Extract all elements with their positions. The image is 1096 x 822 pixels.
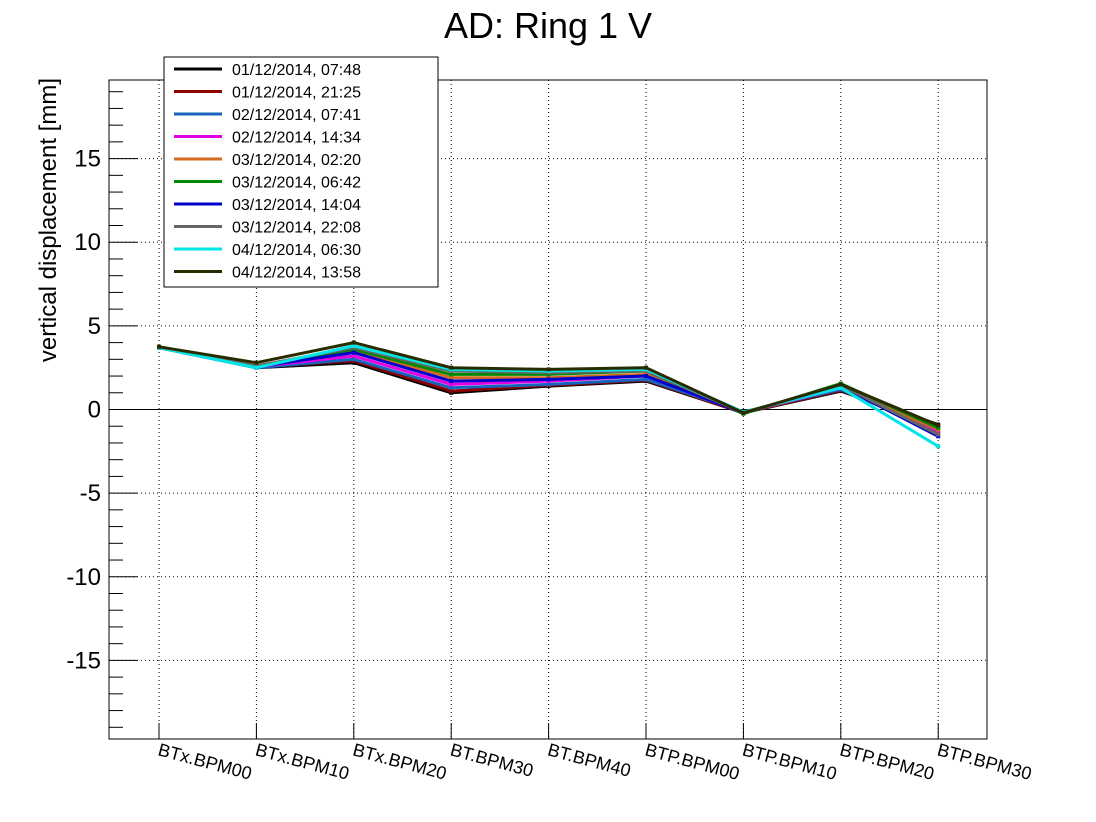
legend-label: 01/12/2014, 07:48 xyxy=(232,62,361,79)
data-point xyxy=(449,389,454,394)
legend-label: 03/12/2014, 06:42 xyxy=(232,175,361,192)
legend-label: 03/12/2014, 22:08 xyxy=(232,220,361,237)
x-tick-label: BTx.BPM10 xyxy=(253,740,351,784)
y-tick-label: -15 xyxy=(66,647,101,674)
y-tick-label: 0 xyxy=(88,397,101,424)
legend-label: 04/12/2014, 06:30 xyxy=(232,242,361,259)
data-point xyxy=(449,382,454,387)
data-point xyxy=(644,377,648,382)
data-point xyxy=(254,365,259,370)
data-point xyxy=(936,423,941,428)
legend-box xyxy=(163,56,439,288)
data-point xyxy=(351,357,356,362)
x-tick-label: BTP.BPM30 xyxy=(935,740,1034,784)
data-point xyxy=(644,374,648,379)
data-point xyxy=(157,344,161,349)
data-point xyxy=(449,385,454,390)
data-point xyxy=(936,444,941,449)
legend: 01/12/2014, 07:48 01/12/2014, 21:25 02/12/… xyxy=(163,56,439,288)
data-point xyxy=(449,365,454,370)
x-tick-label: BTP.BPM00 xyxy=(643,740,742,784)
x-tick-label: BTP.BPM20 xyxy=(838,740,937,784)
x-tick-label: BTx.BPM00 xyxy=(156,740,254,784)
legend-label: 02/12/2014, 07:41 xyxy=(232,107,361,124)
legend-label: 01/12/2014, 21:25 xyxy=(232,85,361,102)
data-point xyxy=(546,382,551,387)
data-point xyxy=(351,353,356,358)
chart-title: AD: Ring 1 V xyxy=(444,5,652,46)
x-tick-label: BT.BPM30 xyxy=(448,740,535,781)
legend-label: 03/12/2014, 14:04 xyxy=(232,197,361,214)
y-tick-label: 10 xyxy=(74,229,101,256)
x-tick-label: BTP.BPM10 xyxy=(740,740,839,784)
data-point xyxy=(546,367,551,372)
y-tick-label: -5 xyxy=(80,480,101,507)
data-point xyxy=(838,385,843,390)
y-tick-label: 15 xyxy=(74,146,101,173)
data-point xyxy=(351,343,356,348)
data-point xyxy=(936,432,941,437)
data-point xyxy=(449,375,454,380)
data-point xyxy=(351,340,356,345)
y-tick-label: -10 xyxy=(66,564,101,591)
y-tick-label: 5 xyxy=(88,313,101,340)
data-point xyxy=(546,377,551,382)
legend-label: 04/12/2014, 13:58 xyxy=(232,265,361,282)
data-point xyxy=(838,382,843,387)
legend-label: 02/12/2014, 14:34 xyxy=(232,130,361,147)
legend-label: 03/12/2014, 02:20 xyxy=(232,152,361,169)
data-point xyxy=(741,410,746,415)
data-point xyxy=(254,360,259,365)
data-point xyxy=(644,365,648,370)
data-point xyxy=(351,350,356,355)
x-tick-label: BTx.BPM20 xyxy=(351,740,449,784)
data-point xyxy=(449,372,454,377)
data-point xyxy=(449,379,454,384)
series-lines xyxy=(157,340,941,449)
y-axis-label: vertical displacement [mm] xyxy=(35,78,62,362)
data-point xyxy=(936,425,941,430)
x-tick-label: BT.BPM40 xyxy=(546,740,633,781)
